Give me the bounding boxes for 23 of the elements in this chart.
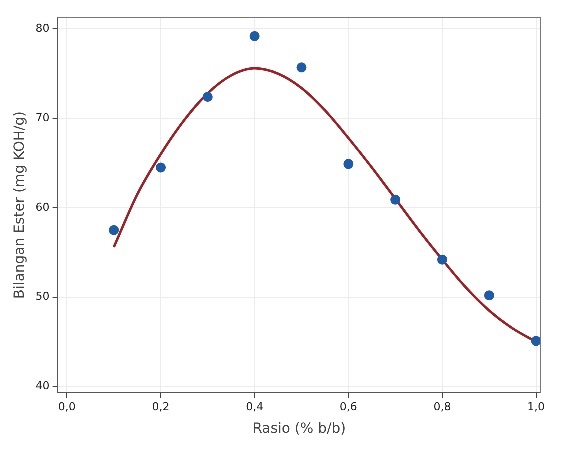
point xyxy=(437,254,448,265)
point xyxy=(484,290,494,301)
x-tick-label: 0,4 xyxy=(246,400,264,414)
y-tick-label: 80 xyxy=(36,22,50,36)
point xyxy=(250,31,260,42)
x-tick-label: 1,0 xyxy=(528,400,546,414)
y-tick-label: 70 xyxy=(36,111,50,124)
x-tick-label: 0,6 xyxy=(340,400,358,414)
y-tick-label: 40 xyxy=(36,380,50,393)
point xyxy=(344,159,354,170)
y-tick-label: 60 xyxy=(36,200,50,214)
point xyxy=(202,92,213,102)
point xyxy=(390,194,401,205)
point xyxy=(109,225,120,236)
x-tick-label: 0,8 xyxy=(434,400,452,414)
point xyxy=(531,336,541,346)
point xyxy=(156,162,166,173)
point xyxy=(296,62,307,73)
y-axis-title: Bilangan Ester (mg KOH/g) xyxy=(12,112,28,300)
x-tick-label: 0,0 xyxy=(58,400,76,414)
x-tick-label: 0,2 xyxy=(152,400,170,414)
x-axis-title: Rasio (% b/b) xyxy=(252,421,346,438)
y-tick-label: 50 xyxy=(36,290,50,304)
